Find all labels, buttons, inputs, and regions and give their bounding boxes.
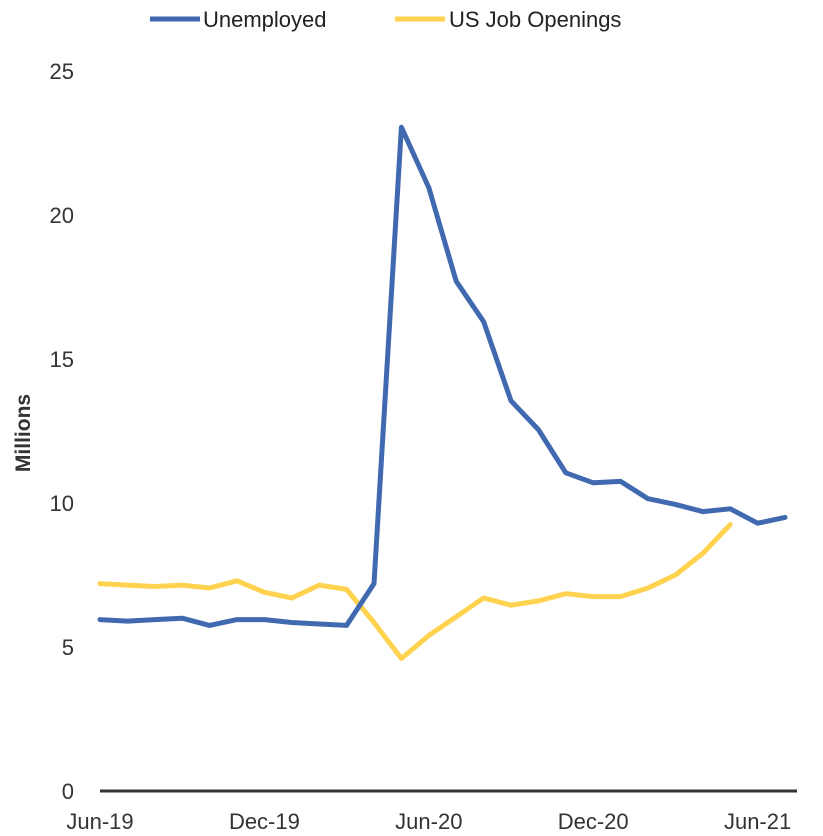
series-layer — [97, 124, 788, 661]
y-tick-label: 20 — [50, 203, 74, 228]
x-tick-label: Dec-20 — [558, 809, 629, 834]
legend: Unemployed US Job Openings — [150, 7, 621, 32]
y-tick-label: 25 — [50, 59, 74, 84]
x-tick-label: Jun-20 — [395, 809, 462, 834]
series-line-us-job-openings — [97, 522, 733, 661]
x-tick-label: Jun-21 — [724, 809, 791, 834]
x-tick-label: Dec-19 — [229, 809, 300, 834]
y-tick-label: 0 — [62, 779, 74, 804]
y-tick-label: 10 — [50, 491, 74, 516]
legend-label-unemployed: Unemployed — [203, 7, 327, 32]
x-tick-label: Jun-19 — [66, 809, 133, 834]
y-axis-label: Millions — [12, 394, 35, 472]
y-tick-label: 5 — [62, 635, 74, 660]
legend-label-job-openings: US Job Openings — [449, 7, 621, 32]
x-axis-ticks: Jun-19 Dec-19 Jun-20 Dec-20 Jun-21 — [66, 809, 791, 834]
y-tick-label: 15 — [50, 347, 74, 372]
y-axis-ticks: 0 5 10 15 20 25 — [50, 59, 74, 804]
series-line-unemployed — [97, 124, 788, 628]
